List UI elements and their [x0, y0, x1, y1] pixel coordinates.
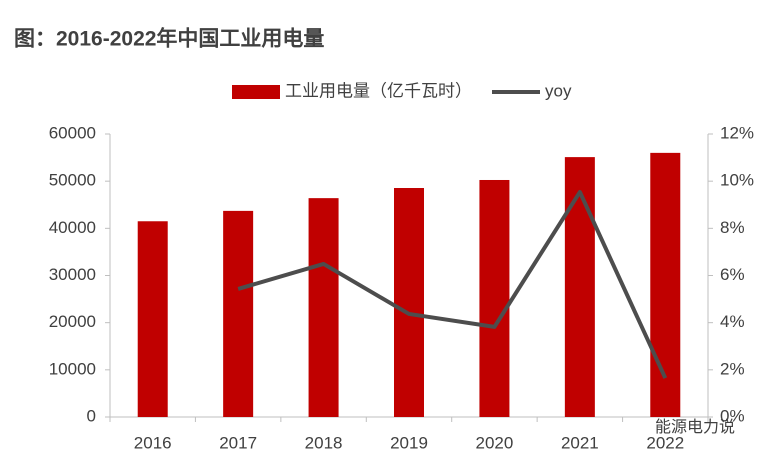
y-tick-label: 20000 [49, 312, 96, 331]
legend-label: yoy [545, 81, 572, 100]
bar [137, 221, 168, 417]
bar [308, 198, 339, 417]
bar [650, 152, 681, 417]
y-tick-label: 0 [87, 406, 96, 425]
x-tick-label: 2021 [561, 433, 599, 452]
x-tick-label: 2022 [646, 433, 684, 452]
watermark: 能源电力说 [655, 418, 735, 436]
y2-tick-label: 10% [720, 171, 754, 190]
y-tick-label: 50000 [49, 171, 96, 190]
bar [223, 210, 254, 417]
bar [394, 188, 424, 417]
y-tick-label: 10000 [49, 359, 96, 378]
y2-tick-label: 12% [720, 123, 754, 142]
bar [479, 179, 510, 417]
y2-tick-label: 8% [720, 218, 745, 237]
chart-title: 图：2016-2022年中国工业用电量 [14, 27, 324, 51]
y2-tick-label: 2% [720, 359, 745, 378]
y2-tick-label: 4% [720, 312, 745, 331]
legend-swatch [232, 85, 280, 99]
x-tick-label: 2019 [390, 433, 428, 452]
y-tick-label: 40000 [49, 218, 96, 237]
bar [564, 157, 595, 417]
x-tick-label: 2017 [219, 433, 257, 452]
line [237, 190, 668, 379]
y2-tick-label: 0% [720, 406, 745, 425]
y-tick-label: 30000 [49, 265, 96, 284]
x-tick-label: 2016 [134, 433, 172, 452]
x-tick-label: 2020 [476, 433, 514, 452]
y2-tick-label: 6% [720, 265, 745, 284]
y-tick-label: 60000 [49, 123, 96, 142]
legend-label: 工业用电量（亿千瓦时） [285, 81, 472, 100]
x-tick-label: 2018 [305, 433, 343, 452]
